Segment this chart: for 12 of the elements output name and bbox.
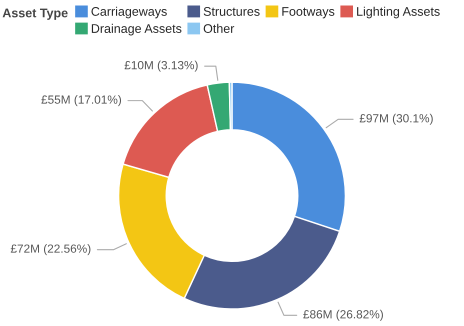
data-label: £97M (30.1%) xyxy=(360,114,433,125)
legend-label: Structures xyxy=(204,7,260,16)
legend-title: Asset Type xyxy=(2,8,68,20)
data-label: £10M (3.13%) xyxy=(124,60,198,72)
data-label: £86M (26.82%) xyxy=(303,310,383,321)
legend-label: Drainage Assets xyxy=(92,24,182,36)
data-label: £55M (17.01%) xyxy=(41,95,122,106)
legend-label: Lighting Assets xyxy=(357,6,440,18)
legend-label: Carriageways xyxy=(91,6,167,18)
legend-label: Footways xyxy=(282,7,334,18)
legend-label: Other xyxy=(204,24,234,33)
data-label: £72M (22.56%) xyxy=(10,244,90,256)
